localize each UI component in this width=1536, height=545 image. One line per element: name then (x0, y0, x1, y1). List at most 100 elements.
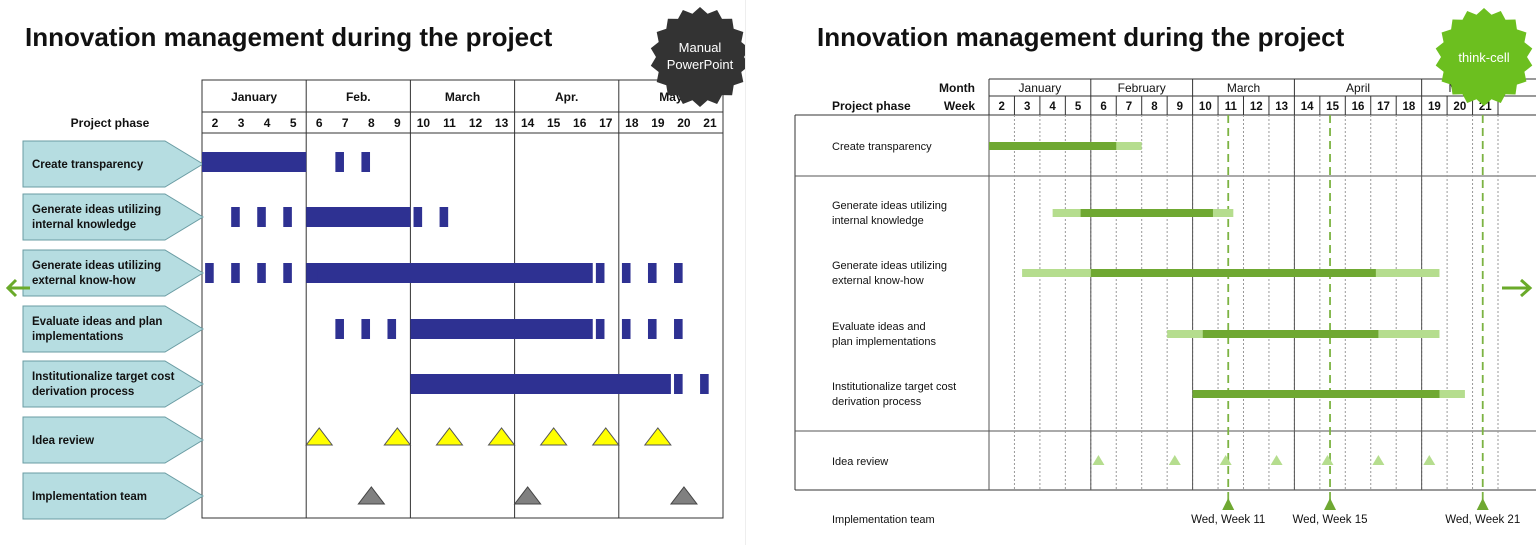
week-label: 8 (368, 116, 375, 130)
panel-divider (745, 0, 746, 545)
badge-label: Manual (679, 40, 722, 55)
phase-label: Generate ideas utilizing (32, 204, 161, 216)
phase-label: Evaluate ideas and plan (32, 316, 162, 328)
phase-bar-dark (1202, 330, 1379, 338)
phase-bar-dash (231, 263, 240, 283)
phase-label: plan implementations (832, 336, 936, 348)
phase-bar (410, 374, 671, 394)
implementation-team-label: Implementation team (32, 491, 147, 503)
week-label: 6 (316, 116, 323, 130)
week-label: 16 (1352, 101, 1365, 113)
milestone-label: Wed, Week 11 (1191, 514, 1265, 526)
week-header: Week (944, 99, 975, 113)
week-label: 12 (1250, 101, 1263, 113)
phase-bar-dash (361, 319, 371, 339)
phase-label: implementations (32, 331, 123, 343)
week-label: 17 (1377, 101, 1390, 113)
week-label: 19 (1428, 101, 1441, 113)
left-title: Innovation management during the project (25, 22, 553, 52)
implementation-team-marker (357, 486, 386, 505)
week-label: 9 (394, 116, 401, 130)
week-label: 10 (1199, 101, 1212, 113)
phase-label: Institutionalize target cost (832, 381, 956, 393)
phase-bar-dash (595, 263, 605, 283)
idea-review-marker (643, 427, 672, 446)
week-label: 21 (703, 116, 717, 130)
manual-powerpoint-badge (650, 7, 745, 107)
phase-bar-dash (439, 207, 449, 227)
idea-review-marker (539, 427, 568, 446)
phase-bar-dash (335, 319, 344, 339)
milestone-marker (1222, 498, 1235, 510)
think-cell-gantt-chart: JanuaryFebruaryMarchAprilMay234567891011… (794, 8, 1536, 526)
phase-bar-dash (387, 319, 397, 339)
phase-label-box (22, 249, 204, 297)
month-label: March (1227, 81, 1260, 95)
think-cell-badge (1435, 8, 1533, 106)
month-label: Feb. (346, 90, 371, 104)
week-label: 5 (1075, 101, 1082, 113)
phase-bar-dash (700, 374, 709, 394)
phase-bar-dash (361, 152, 371, 172)
week-label: 11 (1225, 101, 1238, 113)
phase-label-box (22, 416, 204, 464)
idea-review-marker (1321, 455, 1334, 465)
phase-bar-dash (621, 263, 631, 283)
phase-bar (306, 263, 593, 283)
phase-label: derivation process (32, 386, 134, 398)
phase-label: external know-how (32, 275, 136, 287)
phase-label: internal knowledge (832, 215, 924, 227)
phase-bar-dash (674, 374, 683, 394)
phase-bar-dash (674, 319, 683, 339)
phase-bar (306, 207, 411, 227)
week-label: 4 (264, 116, 271, 130)
week-label: 12 (469, 116, 483, 130)
phase-bar (410, 319, 593, 339)
milestone-label: Wed, Week 21 (1445, 514, 1520, 526)
week-label: 6 (1100, 101, 1106, 113)
phase-bar-dash (257, 207, 266, 227)
week-label: 2 (999, 101, 1005, 113)
phase-label: derivation process (832, 396, 922, 408)
month-label: April (1346, 81, 1370, 95)
phase-label-box (22, 305, 204, 353)
week-label: 17 (599, 116, 613, 130)
week-label: 19 (651, 116, 665, 130)
phase-bar-dash (674, 263, 683, 283)
manual-powerpoint-panel: Innovation management during the project… (0, 0, 745, 545)
idea-review-label: Idea review (832, 456, 888, 468)
left-arrow-icon (5, 278, 30, 298)
phase-label: Create transparency (832, 141, 932, 153)
idea-review-marker (1372, 455, 1385, 465)
month-label: March (445, 90, 480, 104)
idea-review-marker (1092, 455, 1105, 465)
right-title: Innovation management during the project (817, 22, 1345, 52)
week-label: 15 (547, 116, 561, 130)
month-label: Apr. (555, 90, 578, 104)
phase-label: Generate ideas utilizing (32, 260, 161, 272)
month-label: February (1118, 81, 1166, 95)
phase-bar-dash (205, 263, 214, 283)
week-label: 2 (212, 116, 219, 130)
week-label: 4 (1049, 101, 1056, 113)
week-label: 14 (1301, 101, 1314, 113)
phase-bar-dash (335, 152, 344, 172)
phase-label: Create transparency (32, 159, 144, 171)
phase-bar-dash (647, 263, 657, 283)
idea-review-marker (487, 427, 516, 446)
phase-bar-dash (231, 207, 240, 227)
week-label: 14 (521, 116, 535, 130)
month-header: Month (939, 81, 975, 95)
idea-review-marker (435, 427, 464, 446)
week-label: 5 (290, 116, 297, 130)
week-label: 18 (625, 116, 639, 130)
week-label: 16 (573, 116, 587, 130)
week-label: 7 (1126, 101, 1132, 113)
phase-bar-dash (309, 263, 318, 283)
phase-label: internal knowledge (32, 219, 136, 231)
phase-label: Generate ideas utilizing (832, 260, 947, 272)
phase-bar-dash (283, 263, 292, 283)
idea-review-marker (1270, 455, 1283, 465)
gantt-frame (201, 79, 724, 519)
